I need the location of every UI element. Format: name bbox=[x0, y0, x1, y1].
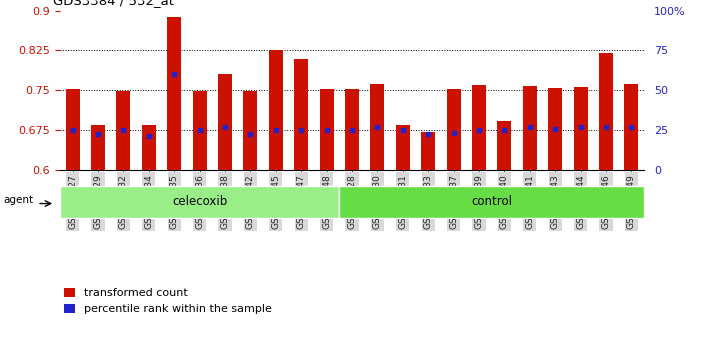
Bar bbox=[548, 88, 562, 170]
Bar bbox=[370, 84, 384, 170]
Bar bbox=[421, 132, 435, 170]
Bar bbox=[65, 89, 80, 170]
Text: celecoxib: celecoxib bbox=[172, 195, 227, 208]
Bar bbox=[320, 89, 334, 170]
Text: control: control bbox=[471, 195, 513, 208]
Bar bbox=[116, 91, 130, 170]
Bar bbox=[345, 89, 359, 170]
Bar bbox=[446, 89, 460, 170]
Bar bbox=[599, 53, 613, 170]
Bar bbox=[472, 85, 486, 170]
Bar bbox=[339, 186, 644, 218]
Bar bbox=[218, 74, 232, 170]
Bar bbox=[60, 186, 339, 218]
Bar bbox=[193, 91, 206, 170]
Bar bbox=[498, 120, 511, 170]
Legend: transformed count, percentile rank within the sample: transformed count, percentile rank withi… bbox=[60, 283, 277, 319]
Bar bbox=[574, 87, 588, 170]
Bar bbox=[624, 84, 639, 170]
Bar bbox=[523, 86, 537, 170]
Bar bbox=[396, 125, 410, 170]
Text: GDS3384 / 532_at: GDS3384 / 532_at bbox=[53, 0, 174, 7]
Bar bbox=[244, 91, 258, 170]
Bar bbox=[269, 51, 283, 170]
Bar bbox=[167, 17, 181, 170]
Text: agent: agent bbox=[3, 195, 33, 205]
Bar bbox=[91, 125, 105, 170]
Bar bbox=[142, 125, 156, 170]
Bar bbox=[294, 59, 308, 170]
